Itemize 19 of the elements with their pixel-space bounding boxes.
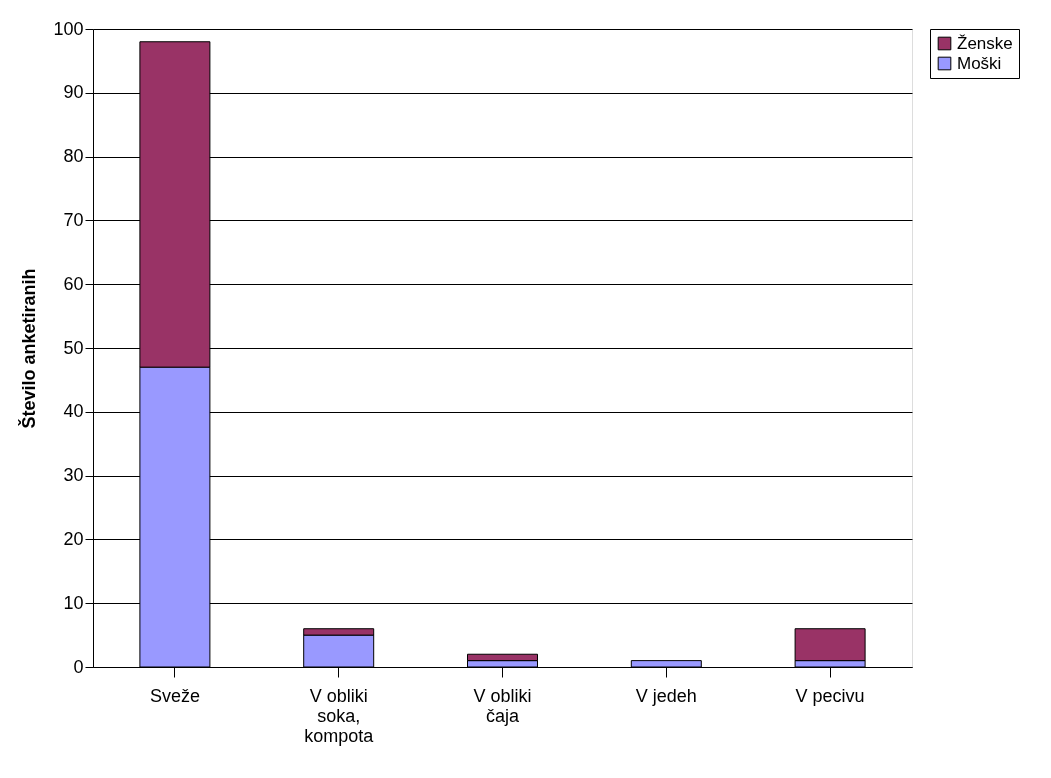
legend-label: Moški <box>957 53 1002 73</box>
legend-label: Ženske <box>957 33 1013 53</box>
x-tick-label: Sveže <box>149 685 200 706</box>
y-tick-label: 60 <box>63 273 84 294</box>
x-tick-label: V obliki soka, kompota <box>304 685 375 746</box>
y-axis-title: Število anketiranih <box>18 268 40 429</box>
y-tick-label: 100 <box>53 18 84 39</box>
x-tick-label: V jedeh <box>635 685 697 706</box>
y-tick-label: 40 <box>63 401 84 422</box>
y-tick-label: 0 <box>73 656 84 677</box>
y-tick-label: 90 <box>63 82 84 103</box>
x-tick-label: V obliki čaja <box>473 685 532 726</box>
y-tick-label: 20 <box>63 528 84 549</box>
y-tick-label: 80 <box>63 146 84 167</box>
y-tick-label: 50 <box>63 337 84 358</box>
y-tick-label: 70 <box>63 209 84 230</box>
y-tick-label: 30 <box>63 465 84 486</box>
y-tick-label: 10 <box>63 592 84 613</box>
x-tick-label: V pecivu <box>795 685 865 706</box>
